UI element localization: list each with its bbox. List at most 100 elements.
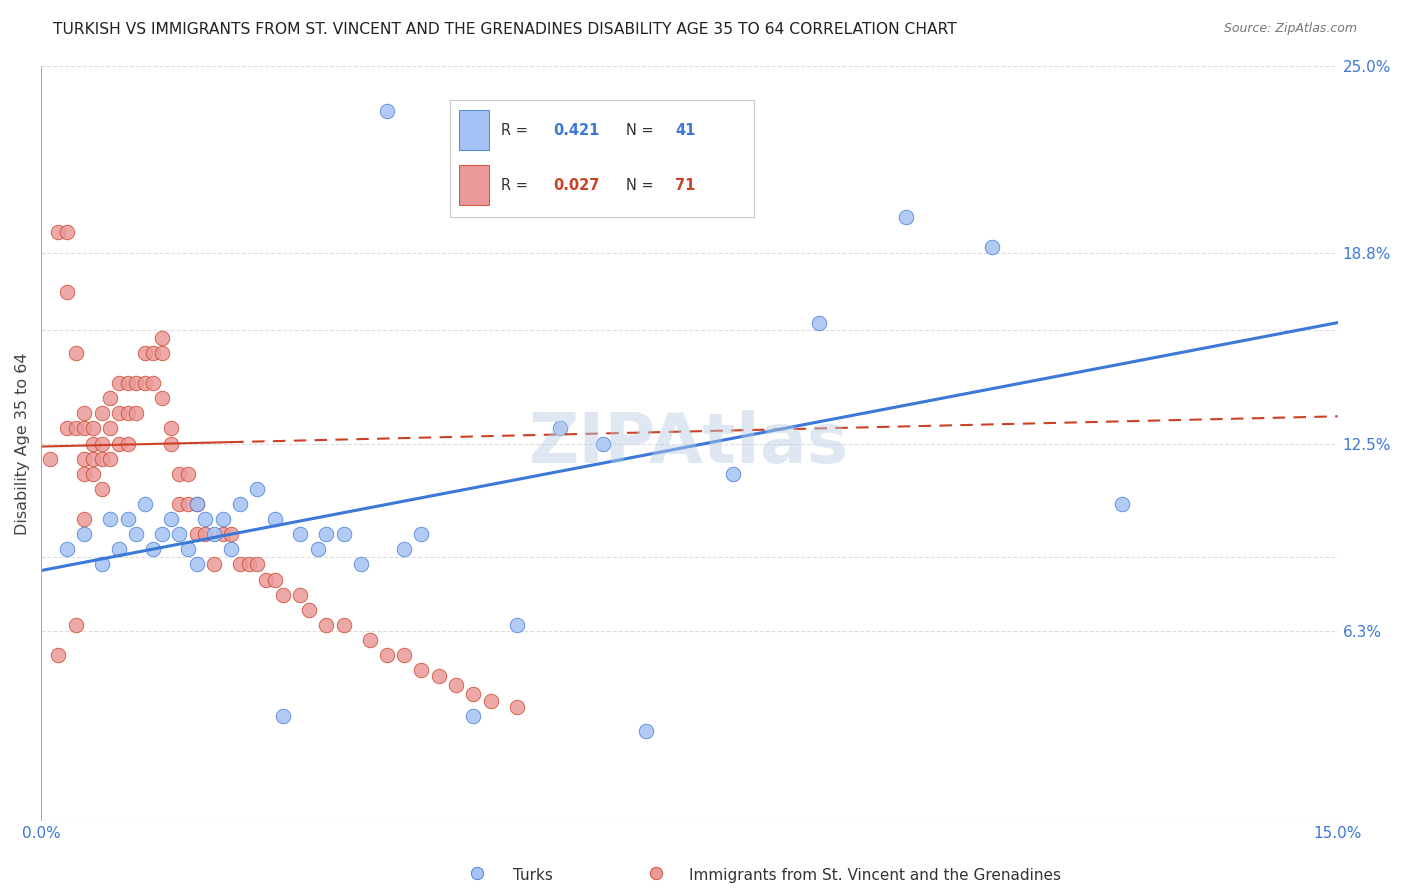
Point (82, 467, 104, 481)
Point (211, 527, 233, 541)
Point (636, 723, 658, 738)
Point (332, 527, 354, 541)
Point (142, 376, 165, 390)
Point (894, 210, 917, 224)
Point (117, 512, 139, 526)
Point (56, 225, 79, 239)
Point (219, 542, 242, 557)
Point (211, 512, 233, 526)
Point (271, 588, 294, 602)
Point (177, 467, 200, 481)
Point (350, 558, 373, 572)
Point (98, 451, 121, 466)
Point (73, 527, 96, 541)
Point (411, 527, 433, 541)
Point (90, 558, 112, 572)
Point (194, 512, 217, 526)
Point (721, 467, 744, 481)
Point (90, 436, 112, 450)
Point (592, 436, 614, 450)
Point (177, 542, 200, 557)
Point (125, 527, 148, 541)
Point (108, 542, 131, 557)
Point (73, 512, 96, 526)
Point (808, 316, 831, 330)
Point (56, 421, 79, 435)
Point (134, 376, 156, 390)
Point (108, 406, 131, 420)
Point (90, 451, 112, 466)
Point (467, 866, 489, 880)
Point (427, 669, 450, 683)
Point (444, 678, 467, 692)
Point (307, 542, 329, 557)
Point (392, 542, 415, 557)
Point (73, 467, 96, 481)
Point (463, 708, 485, 723)
Point (229, 497, 252, 511)
Point (150, 331, 173, 345)
Text: ZIPAtlas: ZIPAtlas (530, 410, 849, 477)
Point (82, 436, 104, 450)
Point (186, 527, 208, 541)
Point (98, 391, 121, 405)
Point (125, 376, 148, 390)
Point (108, 436, 131, 450)
Point (117, 436, 139, 450)
Point (169, 497, 191, 511)
Point (142, 542, 165, 557)
Point (981, 240, 1004, 254)
Point (375, 103, 398, 118)
Point (117, 376, 139, 390)
Point (73, 406, 96, 420)
Point (48, 648, 70, 662)
Point (229, 558, 252, 572)
Point (98, 421, 121, 435)
Y-axis label: Disability Age 35 to 64: Disability Age 35 to 64 (15, 352, 30, 535)
Point (290, 527, 312, 541)
Point (73, 421, 96, 435)
Point (65, 346, 87, 360)
Point (82, 421, 104, 435)
Point (1111, 497, 1133, 511)
Text: Turks: Turks (513, 869, 553, 883)
Point (298, 603, 321, 617)
Point (65, 421, 87, 435)
Point (375, 648, 398, 662)
Point (134, 346, 156, 360)
Point (290, 588, 312, 602)
Point (169, 527, 191, 541)
Point (177, 497, 200, 511)
Point (246, 558, 269, 572)
Text: Immigrants from St. Vincent and the Grenadines: Immigrants from St. Vincent and the Gren… (689, 869, 1062, 883)
Point (411, 663, 433, 677)
Point (125, 406, 148, 420)
Point (82, 451, 104, 466)
Point (315, 618, 337, 632)
Point (159, 421, 181, 435)
Point (150, 346, 173, 360)
Point (150, 391, 173, 405)
Point (56, 542, 79, 557)
Point (38, 451, 60, 466)
Point (65, 618, 87, 632)
Point (246, 482, 269, 496)
Point (505, 699, 527, 714)
Point (159, 436, 181, 450)
Point (186, 497, 208, 511)
Point (142, 346, 165, 360)
Text: TURKISH VS IMMIGRANTS FROM ST. VINCENT AND THE GRENADINES DISABILITY AGE 35 TO 6: TURKISH VS IMMIGRANTS FROM ST. VINCENT A… (53, 22, 957, 37)
Point (134, 497, 156, 511)
Point (202, 558, 225, 572)
Point (359, 633, 381, 648)
Point (332, 618, 354, 632)
Point (263, 573, 285, 587)
Point (56, 285, 79, 300)
Point (479, 693, 502, 707)
Point (150, 527, 173, 541)
Point (90, 482, 112, 496)
Point (98, 512, 121, 526)
Point (238, 558, 260, 572)
Point (117, 406, 139, 420)
Point (315, 527, 337, 541)
